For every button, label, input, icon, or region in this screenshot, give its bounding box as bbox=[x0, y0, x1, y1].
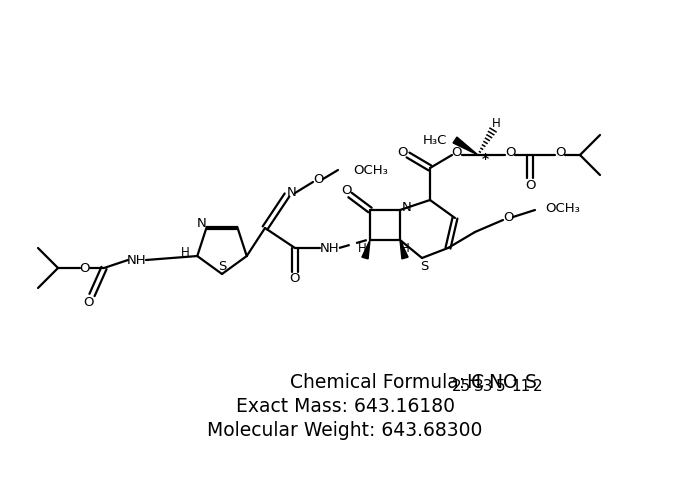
Text: O: O bbox=[313, 173, 323, 185]
Text: O: O bbox=[83, 295, 93, 308]
Text: O: O bbox=[503, 373, 518, 392]
Text: O: O bbox=[397, 145, 408, 159]
Text: O: O bbox=[290, 272, 300, 285]
Text: N: N bbox=[488, 373, 502, 392]
Text: Molecular Weight: 643.68300: Molecular Weight: 643.68300 bbox=[207, 422, 483, 441]
Polygon shape bbox=[453, 137, 478, 155]
Text: O: O bbox=[452, 145, 462, 159]
Text: 25: 25 bbox=[452, 379, 471, 394]
Text: H: H bbox=[491, 117, 500, 130]
Text: N: N bbox=[287, 185, 297, 198]
Text: 11: 11 bbox=[511, 379, 531, 394]
Text: O: O bbox=[555, 145, 565, 159]
Text: O: O bbox=[525, 178, 535, 192]
Text: O: O bbox=[505, 145, 515, 159]
Polygon shape bbox=[400, 240, 408, 259]
Text: Exact Mass: 643.16180: Exact Mass: 643.16180 bbox=[235, 398, 455, 416]
Text: 2: 2 bbox=[533, 379, 543, 394]
Text: H₃C: H₃C bbox=[423, 133, 447, 146]
Text: H: H bbox=[401, 241, 409, 254]
Text: N: N bbox=[197, 217, 206, 230]
Polygon shape bbox=[362, 240, 370, 259]
Text: *: * bbox=[482, 152, 489, 166]
Text: N: N bbox=[402, 200, 412, 214]
Text: 33: 33 bbox=[474, 379, 493, 394]
Text: 5: 5 bbox=[496, 379, 506, 394]
Text: S: S bbox=[420, 260, 428, 272]
Text: H: H bbox=[181, 246, 190, 259]
Text: O: O bbox=[503, 210, 513, 224]
Text: Chemical Formula: C: Chemical Formula: C bbox=[290, 373, 484, 392]
Text: O: O bbox=[80, 261, 90, 274]
Text: S: S bbox=[218, 260, 226, 272]
Text: NH: NH bbox=[320, 241, 339, 254]
Text: OCH₃: OCH₃ bbox=[545, 202, 580, 215]
Text: S: S bbox=[525, 373, 537, 392]
Text: H: H bbox=[357, 241, 366, 254]
Text: O: O bbox=[342, 184, 353, 196]
Text: H: H bbox=[466, 373, 480, 392]
Text: NH: NH bbox=[127, 253, 147, 267]
Text: OCH₃: OCH₃ bbox=[353, 163, 388, 176]
